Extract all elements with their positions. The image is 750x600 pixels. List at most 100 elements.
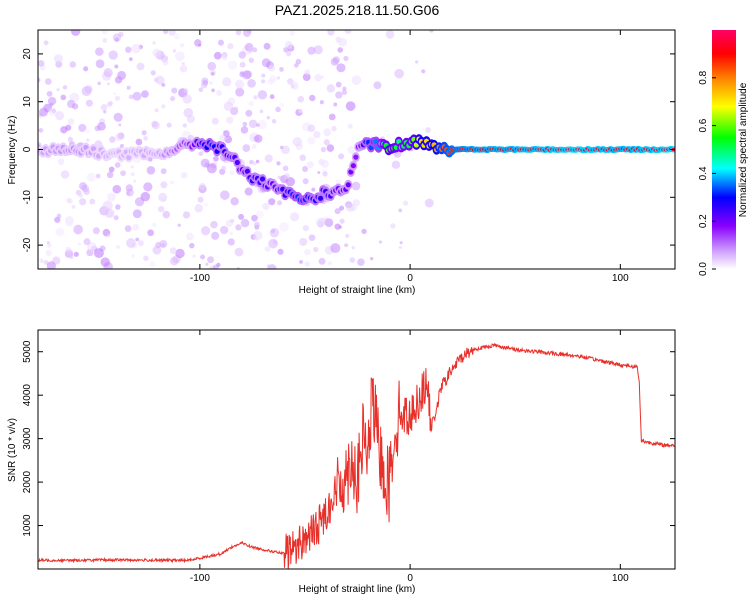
spectrogram-noise-blob xyxy=(259,109,264,114)
spectrogram-noise-blob xyxy=(40,259,44,264)
spectrogram-noise-blob xyxy=(334,223,341,230)
spectrogram-noise-blob xyxy=(277,248,284,255)
spectrogram-noise-blob xyxy=(248,57,255,63)
spectrogram-noise-blob xyxy=(103,110,107,114)
spectrogram-noise-blob xyxy=(252,230,263,241)
spectrogram-noise-blob xyxy=(92,227,100,235)
spectrogram-noise-blob xyxy=(429,30,434,33)
spectrogram-noise-blob xyxy=(307,136,316,145)
spectrogram-noise-blob xyxy=(414,60,419,64)
spectrogram-noise-blob xyxy=(317,171,321,175)
spectrogram-noise-blob xyxy=(160,181,168,189)
spectrogram-noise-blob xyxy=(277,175,282,180)
spectrogram-noise-blob xyxy=(424,198,434,208)
spectrogram-noise-blob xyxy=(276,161,281,166)
spectrogram-noise-blob xyxy=(125,46,132,53)
spectrogram-noise-blob xyxy=(107,82,111,86)
spectrogram-noise-blob xyxy=(266,264,270,268)
spectrogram-noise-blob xyxy=(255,210,264,219)
spectrogram-noise-blob xyxy=(269,94,275,100)
spectrogram-noise-blob xyxy=(295,58,302,65)
spectrogram-noise-blob xyxy=(67,118,75,125)
spectrogram-noise-blob xyxy=(104,208,115,219)
spectrogram-noise-blob xyxy=(186,115,195,124)
spectrogram-noise-blob xyxy=(117,70,127,80)
spectrogram-noise-blob xyxy=(230,197,239,206)
spectrogram-noise-blob xyxy=(198,87,204,93)
spectrogram-noise-blob xyxy=(146,166,156,175)
spectrogram-noise-blob xyxy=(221,54,228,61)
spectrogram-y-tick-label: 10 xyxy=(22,96,33,108)
spectrogram-noise-blob xyxy=(118,78,122,83)
spectrogram-y-ticks: -20 -10 0 10 20 xyxy=(22,48,675,252)
spectrogram-noise-blob xyxy=(132,91,142,101)
spectrogram-noise-blob xyxy=(97,81,101,86)
spectrogram-noise-blob xyxy=(336,63,346,73)
spectrogram-noise-blob xyxy=(125,184,134,192)
spectrogram-noise-blob xyxy=(114,64,119,69)
spectrogram-noise-blob xyxy=(166,122,172,128)
spectrogram-noise-blob xyxy=(344,30,352,34)
spectrogram-noise-blob xyxy=(65,124,72,131)
spectrogram-noise-blob xyxy=(179,65,188,73)
spectrogram-noise-blob xyxy=(109,136,116,143)
spectrogram-noise-blob xyxy=(143,135,148,141)
spectrogram-noise-blob xyxy=(162,210,170,219)
snr-y-tick-label: 2000 xyxy=(22,471,33,494)
spectrogram-noise-blob xyxy=(78,182,87,191)
spectrogram-noise-blob xyxy=(284,40,293,50)
spectrogram-ridge-cell xyxy=(244,168,250,174)
spectrogram-noise-blob xyxy=(323,139,330,146)
spectrogram-noise-blob xyxy=(223,130,230,137)
spectrogram-noise-blob xyxy=(161,104,166,109)
spectrogram-noise-blob xyxy=(172,49,177,53)
spectrogram-noise-blob xyxy=(180,172,188,179)
spectrogram-noise-blob xyxy=(311,187,316,192)
spectrogram-noise-blob xyxy=(198,182,206,190)
spectrogram-noise-blob xyxy=(71,103,79,110)
spectrogram-x-ticks: -100 0 100 xyxy=(190,30,629,284)
spectrogram-noise-blob xyxy=(227,238,235,246)
spectrogram-noise-blob xyxy=(38,77,41,83)
spectrogram-noise-blob xyxy=(222,77,232,87)
spectrogram-noise-blob xyxy=(200,81,208,89)
spectrogram-noise-blob xyxy=(56,87,60,92)
spectrogram-noise-blob xyxy=(46,90,53,97)
spectrogram-noise-blob xyxy=(77,242,82,246)
spectrogram-noise-blob xyxy=(425,127,431,133)
spectrogram-ridge-cell xyxy=(317,195,324,201)
spectrogram-noise-blob xyxy=(73,224,83,235)
spectrogram-noise-blob xyxy=(95,173,101,179)
spectrogram-noise-blob xyxy=(38,60,45,67)
spectrogram-noise-blob xyxy=(279,222,290,232)
spectrogram-noise-blob xyxy=(54,216,61,223)
spectrogram-y-tick-label: -20 xyxy=(22,237,33,252)
spectrogram-noise-blob xyxy=(219,134,226,142)
spectrogram-noise-blob xyxy=(136,62,145,71)
spectrogram-noise-blob xyxy=(126,238,136,248)
spectrogram-noise-blob xyxy=(342,86,347,91)
spectrogram-noise-blob xyxy=(302,178,309,185)
spectrogram-noise-blob xyxy=(330,57,339,66)
spectrogram-noise-blob xyxy=(124,225,132,232)
spectrogram-noise-blob xyxy=(213,51,222,60)
spectrogram-noise-blob xyxy=(224,136,228,140)
spectrogram-noise-blob xyxy=(143,255,149,261)
spectrogram-noise-blob xyxy=(132,209,142,219)
spectrogram-noise-blob xyxy=(177,223,181,227)
spectrogram-noise-blob xyxy=(135,237,140,242)
spectrogram-noise-blob xyxy=(243,30,250,36)
spectrogram-noise-blob xyxy=(160,168,167,175)
spectrogram-noise-blob xyxy=(299,259,304,264)
spectrogram-noise-blob xyxy=(141,130,147,136)
spectrogram-noise-blob xyxy=(307,124,316,133)
spectrogram-noise-blob xyxy=(43,40,49,46)
spectrogram-noise-blob xyxy=(275,106,281,113)
spectrogram-noise-blob xyxy=(102,200,113,211)
spectrogram-noise-blob xyxy=(69,92,80,103)
spectrogram-noise-blob xyxy=(264,154,273,163)
spectrogram-noise-blob xyxy=(53,54,63,64)
spectrogram-noise-blob xyxy=(235,87,245,97)
spectrogram-noise-blob xyxy=(220,190,230,200)
